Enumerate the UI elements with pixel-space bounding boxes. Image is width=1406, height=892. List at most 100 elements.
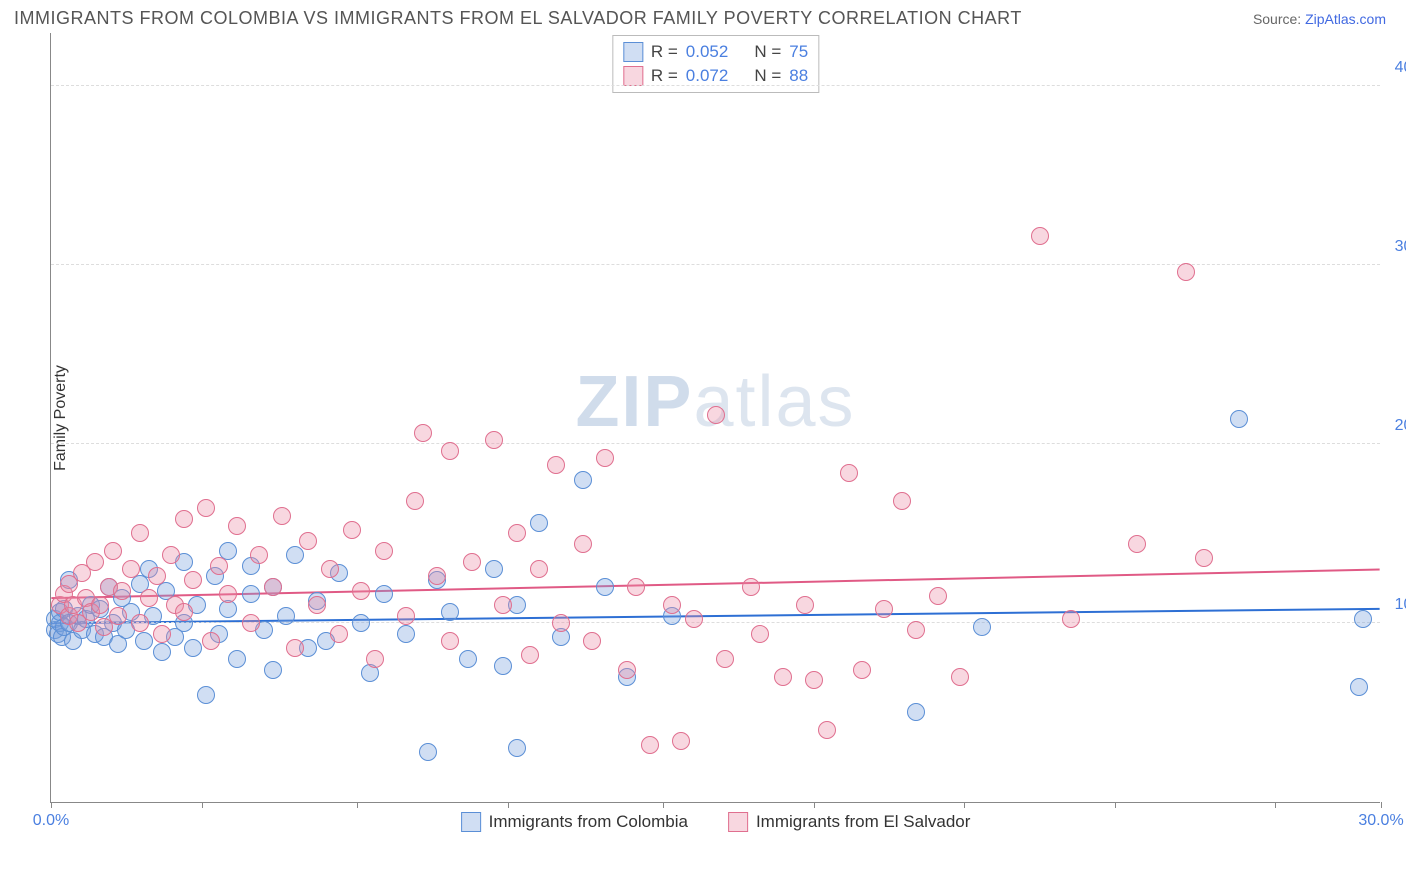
x-tick: [51, 802, 52, 808]
data-point-elsalvador: [663, 596, 681, 614]
data-point-colombia: [596, 578, 614, 596]
y-tick-label: 20.0%: [1395, 417, 1406, 435]
data-point-colombia: [228, 650, 246, 668]
x-tick-label: 30.0%: [1358, 812, 1403, 830]
data-point-elsalvador: [494, 596, 512, 614]
r-label: R =: [651, 66, 678, 86]
data-point-elsalvador: [153, 625, 171, 643]
data-point-elsalvador: [1062, 610, 1080, 628]
data-point-elsalvador: [321, 560, 339, 578]
legend-swatch-colombia: [461, 812, 481, 832]
data-point-elsalvador: [552, 614, 570, 632]
data-point-elsalvador: [273, 507, 291, 525]
data-point-elsalvador: [299, 532, 317, 550]
data-point-elsalvador: [818, 721, 836, 739]
data-point-elsalvador: [796, 596, 814, 614]
y-tick-label: 10.0%: [1395, 596, 1406, 614]
data-point-elsalvador: [113, 582, 131, 600]
data-point-colombia: [530, 514, 548, 532]
x-tick: [202, 802, 203, 808]
data-point-elsalvador: [406, 492, 424, 510]
data-point-elsalvador: [751, 625, 769, 643]
data-point-elsalvador: [148, 567, 166, 585]
data-point-colombia: [459, 650, 477, 668]
source-link[interactable]: ZipAtlas.com: [1305, 11, 1386, 27]
data-point-elsalvador: [131, 614, 149, 632]
data-point-colombia: [277, 607, 295, 625]
data-point-elsalvador: [463, 553, 481, 571]
data-point-elsalvador: [210, 557, 228, 575]
n-value: 88: [789, 66, 808, 86]
gridline: [51, 85, 1380, 86]
data-point-elsalvador: [131, 524, 149, 542]
data-point-elsalvador: [202, 632, 220, 650]
data-point-elsalvador: [774, 668, 792, 686]
data-point-elsalvador: [228, 517, 246, 535]
data-point-elsalvador: [641, 736, 659, 754]
r-label: R =: [651, 42, 678, 62]
data-point-elsalvador: [308, 596, 326, 614]
data-point-elsalvador: [366, 650, 384, 668]
data-point-elsalvador: [685, 610, 703, 628]
y-tick-label: 40.0%: [1395, 59, 1406, 77]
data-point-elsalvador: [441, 632, 459, 650]
data-point-colombia: [973, 618, 991, 636]
data-point-elsalvador: [1177, 263, 1195, 281]
scatter-plot: ZIPatlas R =0.052N =75R =0.072N =88 Immi…: [50, 33, 1380, 803]
data-point-elsalvador: [742, 578, 760, 596]
data-point-elsalvador: [485, 431, 503, 449]
data-point-elsalvador: [397, 607, 415, 625]
legend-swatch-colombia: [623, 42, 643, 62]
data-point-colombia: [375, 585, 393, 603]
data-point-elsalvador: [583, 632, 601, 650]
data-point-elsalvador: [184, 571, 202, 589]
data-point-elsalvador: [521, 646, 539, 664]
data-point-elsalvador: [109, 607, 127, 625]
data-point-elsalvador: [618, 661, 636, 679]
legend-item-colombia: Immigrants from Colombia: [461, 812, 688, 832]
x-tick: [1275, 802, 1276, 808]
data-point-elsalvador: [907, 621, 925, 639]
n-label: N =: [754, 66, 781, 86]
x-tick: [964, 802, 965, 808]
stats-row-colombia: R =0.052N =75: [623, 40, 808, 64]
y-tick-label: 30.0%: [1395, 238, 1406, 256]
legend-item-elsalvador: Immigrants from El Salvador: [728, 812, 970, 832]
gridline: [51, 443, 1380, 444]
data-point-elsalvador: [893, 492, 911, 510]
data-point-elsalvador: [875, 600, 893, 618]
data-point-colombia: [419, 743, 437, 761]
x-tick: [357, 802, 358, 808]
data-point-elsalvador: [91, 596, 109, 614]
data-point-colombia: [264, 661, 282, 679]
x-tick: [814, 802, 815, 808]
data-point-elsalvador: [840, 464, 858, 482]
data-point-colombia: [1230, 410, 1248, 428]
x-tick: [508, 802, 509, 808]
data-point-colombia: [153, 643, 171, 661]
data-point-elsalvador: [197, 499, 215, 517]
data-point-elsalvador: [1128, 535, 1146, 553]
data-point-elsalvador: [219, 585, 237, 603]
data-point-colombia: [242, 585, 260, 603]
data-point-elsalvador: [596, 449, 614, 467]
source-credit: Source: ZipAtlas.com: [1253, 11, 1386, 27]
data-point-elsalvador: [414, 424, 432, 442]
data-point-elsalvador: [343, 521, 361, 539]
data-point-colombia: [907, 703, 925, 721]
data-point-elsalvador: [86, 553, 104, 571]
data-point-elsalvador: [707, 406, 725, 424]
data-point-elsalvador: [175, 603, 193, 621]
watermark: ZIPatlas: [575, 361, 855, 443]
data-point-colombia: [1354, 610, 1372, 628]
data-point-elsalvador: [330, 625, 348, 643]
data-point-elsalvador: [242, 614, 260, 632]
data-point-elsalvador: [140, 589, 158, 607]
data-point-elsalvador: [951, 668, 969, 686]
data-point-elsalvador: [375, 542, 393, 560]
data-point-elsalvador: [175, 510, 193, 528]
data-point-colombia: [441, 603, 459, 621]
data-point-colombia: [508, 739, 526, 757]
data-point-elsalvador: [672, 732, 690, 750]
n-label: N =: [754, 42, 781, 62]
